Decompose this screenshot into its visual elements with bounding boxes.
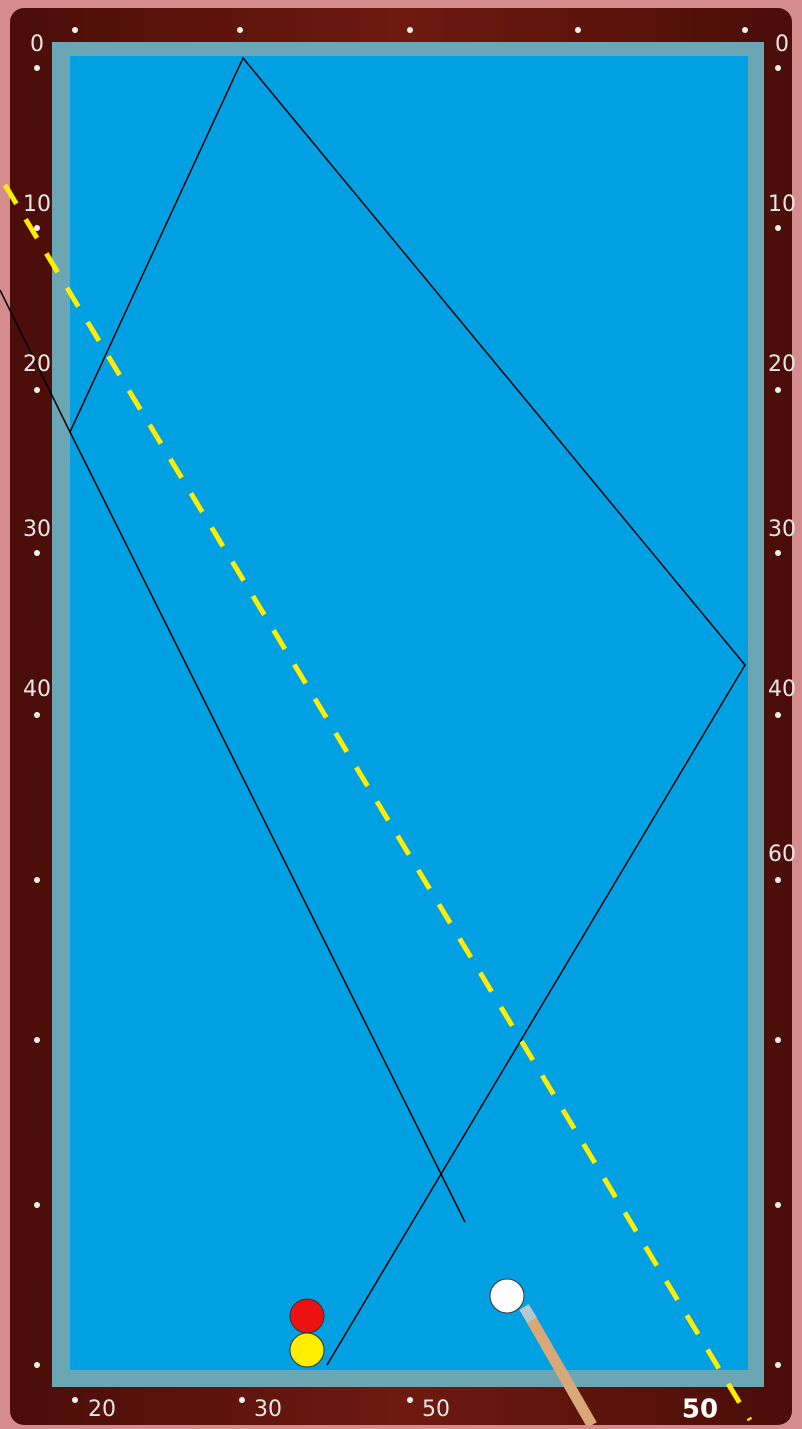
diamonds [34, 27, 781, 1403]
red-ball [289, 1298, 325, 1334]
cue-ball [489, 1278, 525, 1314]
rail-label: 10 [23, 192, 51, 217]
rail-label: 20 [768, 352, 796, 377]
rail-label: 30 [768, 517, 796, 542]
rail-label: 50 [422, 1397, 450, 1422]
cloth [70, 56, 748, 1370]
rail-label: 30 [23, 517, 51, 542]
cue-tip [519, 1304, 537, 1323]
rail-label: 40 [23, 677, 51, 702]
rail-label: 60 [768, 842, 796, 867]
rail-label: 20 [88, 1397, 116, 1422]
yellow-ball [289, 1332, 325, 1368]
rail-label: 20 [23, 352, 51, 377]
shot-label: 50 [682, 1395, 718, 1425]
aim-line [2, 183, 753, 1422]
ball-path [69, 56, 746, 1366]
rail-labels: 0 10 20 30 40 0 10 20 30 40 60 20 30 50 [23, 32, 796, 1422]
rail-label: 0 [775, 32, 789, 57]
ball-path-extension [0, 289, 71, 433]
rail-label: 40 [768, 677, 796, 702]
cue [522, 1309, 597, 1428]
rail-label: 0 [30, 32, 44, 57]
rail-label: 30 [254, 1397, 282, 1422]
rail-label: 10 [768, 192, 796, 217]
